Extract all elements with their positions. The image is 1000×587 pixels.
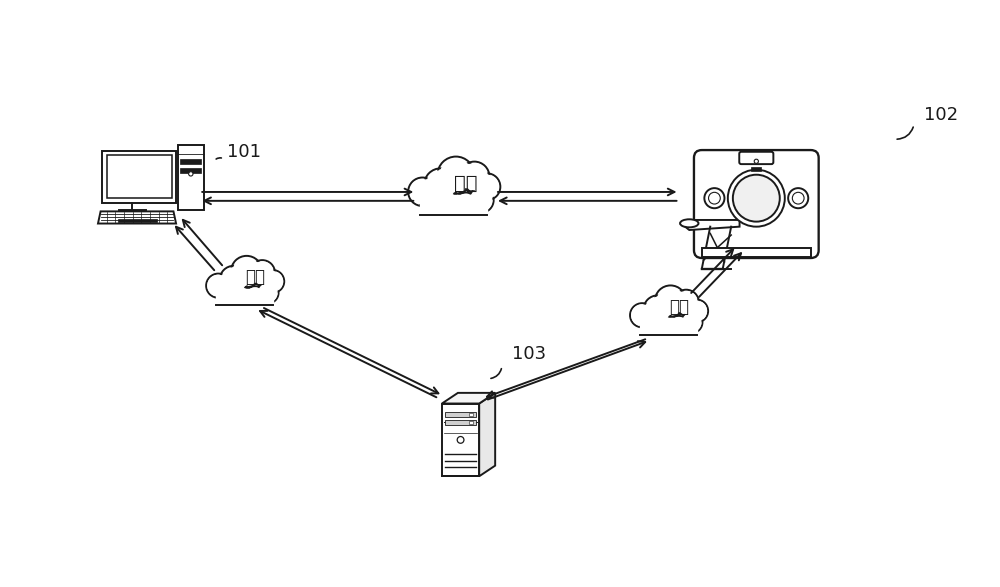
Bar [180, 159, 201, 164]
Circle shape [220, 266, 248, 294]
Bar [216, 289, 273, 314]
Circle shape [656, 318, 674, 336]
Circle shape [455, 194, 477, 216]
Bar [442, 403, 479, 476]
Circle shape [222, 268, 246, 292]
Circle shape [420, 189, 445, 214]
Circle shape [733, 175, 780, 222]
Bar [102, 151, 176, 203]
Circle shape [675, 292, 697, 313]
Bar [445, 411, 476, 417]
Polygon shape [681, 220, 740, 230]
Circle shape [642, 315, 660, 333]
Circle shape [249, 260, 275, 286]
Bar [702, 248, 811, 257]
Bar [180, 168, 201, 173]
Circle shape [263, 272, 283, 291]
Circle shape [681, 312, 702, 333]
Circle shape [208, 275, 228, 296]
Polygon shape [479, 393, 495, 476]
Circle shape [654, 316, 675, 338]
Bar [445, 420, 476, 424]
Bar [751, 167, 761, 170]
Text: 网络: 网络 [669, 298, 689, 316]
Circle shape [657, 288, 684, 314]
Circle shape [668, 316, 690, 338]
Circle shape [632, 305, 652, 326]
Bar [469, 413, 473, 416]
Text: 102: 102 [924, 106, 958, 123]
Circle shape [685, 299, 708, 322]
Circle shape [233, 258, 260, 285]
Circle shape [704, 188, 724, 208]
Circle shape [218, 285, 236, 303]
Circle shape [673, 290, 699, 315]
Circle shape [408, 177, 437, 206]
Bar [640, 318, 697, 343]
Circle shape [262, 270, 284, 293]
Circle shape [457, 437, 464, 443]
Circle shape [655, 285, 686, 316]
Text: 101: 101 [227, 143, 261, 161]
Circle shape [216, 284, 237, 305]
Circle shape [453, 193, 479, 218]
Circle shape [459, 161, 489, 192]
Circle shape [469, 188, 494, 212]
Text: 网络: 网络 [454, 174, 477, 193]
Circle shape [728, 170, 785, 227]
Circle shape [437, 193, 462, 218]
Circle shape [231, 256, 262, 287]
Bar [178, 144, 204, 210]
Circle shape [427, 171, 455, 200]
Bar [420, 195, 487, 225]
Circle shape [670, 318, 688, 336]
Circle shape [438, 157, 474, 194]
Ellipse shape [680, 220, 698, 227]
Circle shape [422, 191, 443, 212]
Text: 103: 103 [512, 345, 546, 363]
FancyBboxPatch shape [739, 152, 773, 164]
Polygon shape [98, 211, 176, 224]
Circle shape [410, 180, 435, 204]
Circle shape [251, 262, 273, 284]
Circle shape [644, 295, 672, 324]
Circle shape [474, 173, 500, 200]
Circle shape [470, 190, 492, 211]
Circle shape [440, 159, 472, 191]
Circle shape [257, 282, 279, 303]
Circle shape [754, 159, 758, 163]
Bar [107, 155, 172, 198]
Circle shape [646, 298, 670, 322]
Circle shape [439, 194, 460, 216]
Circle shape [462, 164, 487, 190]
Circle shape [424, 168, 458, 202]
Circle shape [792, 193, 804, 204]
Text: 网络: 网络 [246, 268, 266, 286]
Circle shape [683, 313, 701, 332]
Circle shape [788, 188, 808, 208]
Bar [469, 421, 473, 424]
Circle shape [206, 274, 230, 298]
Circle shape [687, 301, 706, 321]
Circle shape [709, 193, 720, 204]
Circle shape [244, 286, 266, 308]
Circle shape [189, 171, 193, 176]
Bar [118, 219, 157, 222]
Circle shape [640, 313, 661, 335]
Circle shape [232, 288, 250, 306]
Circle shape [259, 284, 277, 302]
Circle shape [230, 286, 252, 308]
FancyBboxPatch shape [694, 150, 819, 258]
Circle shape [476, 176, 498, 198]
Circle shape [630, 303, 654, 328]
Polygon shape [442, 393, 495, 403]
Circle shape [246, 288, 264, 306]
